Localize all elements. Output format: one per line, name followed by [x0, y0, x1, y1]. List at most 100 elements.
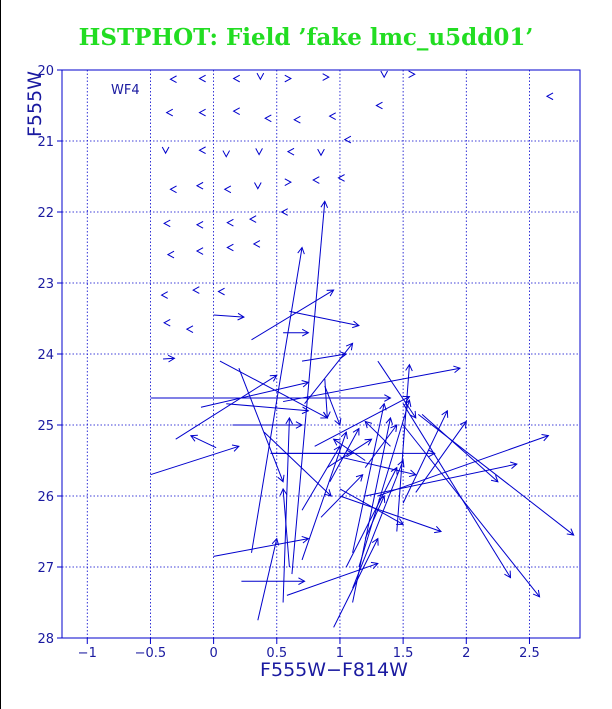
vector-arrowhead	[355, 473, 364, 482]
grid-lines	[62, 70, 580, 638]
marker-point	[317, 148, 325, 157]
vector-shaft	[251, 289, 334, 341]
y-tick-label: 24	[37, 348, 54, 363]
marker-point	[256, 72, 265, 81]
vector-arrowhead	[237, 312, 245, 321]
vector-arrowhead	[405, 363, 413, 372]
vector-arrowhead	[297, 246, 305, 255]
vector-arrowhead	[222, 150, 231, 158]
vector-arrow	[377, 360, 417, 419]
vector-arrowhead	[169, 185, 177, 194]
vector-shaft	[327, 438, 372, 469]
vector-shaft	[283, 367, 461, 403]
vector-arrowhead	[167, 354, 176, 363]
vector-arrowhead	[326, 289, 335, 297]
vector-arrow	[352, 402, 387, 553]
vector-arrow	[396, 363, 413, 532]
vector-shaft	[345, 467, 398, 568]
vector-arrowhead	[364, 438, 373, 446]
vector-shaft	[339, 495, 442, 532]
vector-arrowhead	[323, 411, 331, 419]
vector-shaft	[213, 538, 309, 557]
marker-point	[337, 174, 345, 182]
vector-arrowhead	[169, 75, 177, 84]
vector-shaft	[257, 538, 278, 621]
vector-arrowhead	[504, 570, 512, 579]
vector-arrowhead	[390, 466, 398, 475]
x-tick-label: 2	[462, 646, 470, 661]
vector-arrow	[200, 380, 310, 408]
marker-point	[198, 146, 206, 155]
vector-shaft	[190, 435, 217, 449]
vector-arrow	[402, 403, 512, 579]
vector-group	[150, 200, 575, 628]
x-tick-label: 0.5	[266, 646, 287, 661]
y-tick-label: 22	[37, 206, 54, 221]
y-axis-label: F555W	[24, 71, 46, 137]
y-tick-label: 28	[37, 632, 54, 647]
vector-arrow	[270, 449, 436, 458]
vector-arrowhead	[163, 219, 171, 228]
vector-arrowhead	[428, 449, 436, 458]
vector-shaft	[291, 201, 326, 575]
marker-point	[195, 247, 204, 255]
vector-arrowhead	[252, 240, 261, 248]
vector-shaft	[282, 488, 290, 568]
vector-shaft	[364, 495, 385, 539]
vector-arrowhead	[231, 444, 240, 452]
x-tick-label: 0	[209, 646, 217, 661]
vector-arrowhead	[195, 220, 204, 229]
marker-point	[223, 185, 232, 194]
marker-point	[169, 75, 177, 84]
vector-shaft	[320, 474, 364, 518]
vector-arrowhead	[198, 146, 206, 155]
vector-arrowhead	[301, 406, 310, 415]
vector-arrow	[364, 495, 386, 539]
vector-shaft	[238, 368, 284, 482]
vector-arrow	[238, 368, 285, 483]
marker-point	[343, 135, 352, 144]
marker-point	[312, 176, 320, 184]
vector-arrow	[301, 351, 348, 362]
vector-arrow	[339, 495, 443, 534]
vector-shaft	[377, 360, 417, 419]
vector-arrowhead	[434, 525, 443, 534]
marker-point	[232, 107, 240, 115]
vector-arrowhead	[324, 489, 332, 497]
marker-point	[163, 318, 171, 327]
vector-shaft	[352, 460, 404, 589]
vector-arrowhead	[343, 135, 352, 144]
vector-arrowhead	[322, 73, 330, 81]
vector-arrowhead	[192, 286, 200, 294]
vector-arrow	[263, 431, 332, 497]
marker-point	[293, 115, 301, 124]
marker-point	[322, 73, 330, 81]
vector-arrowhead	[198, 74, 206, 83]
vector-arrowhead	[301, 535, 310, 544]
vector-arrow	[339, 456, 417, 478]
x-tick-labels: −1 −0.5 0 0.5 1 1.5 2 2.5	[78, 646, 540, 661]
vector-arrow	[241, 577, 306, 585]
panel-label: WF4	[111, 83, 140, 98]
y-tick-label: 23	[37, 277, 54, 292]
vector-shaft	[304, 343, 353, 405]
marker-point	[163, 219, 171, 228]
vector-shaft	[396, 364, 410, 532]
vector-arrow	[226, 403, 310, 415]
vector-arrowhead	[269, 374, 278, 382]
vector-arrow	[163, 354, 176, 363]
vector-arrowhead	[160, 291, 168, 299]
vector-arrowhead	[375, 101, 383, 110]
vector-shaft	[402, 424, 540, 598]
vector-arrow	[327, 438, 373, 469]
vector-arrowhead	[384, 394, 392, 402]
vector-shaft	[364, 421, 391, 447]
marker-point	[166, 250, 175, 259]
y-tick-label: 27	[37, 561, 54, 576]
vector-arrow	[415, 420, 467, 493]
vector-arrow	[283, 365, 462, 403]
vector-arrowhead	[337, 174, 345, 182]
vector-shaft	[358, 400, 410, 568]
vector-arrow	[352, 416, 394, 603]
vector-arrowhead	[165, 108, 174, 117]
